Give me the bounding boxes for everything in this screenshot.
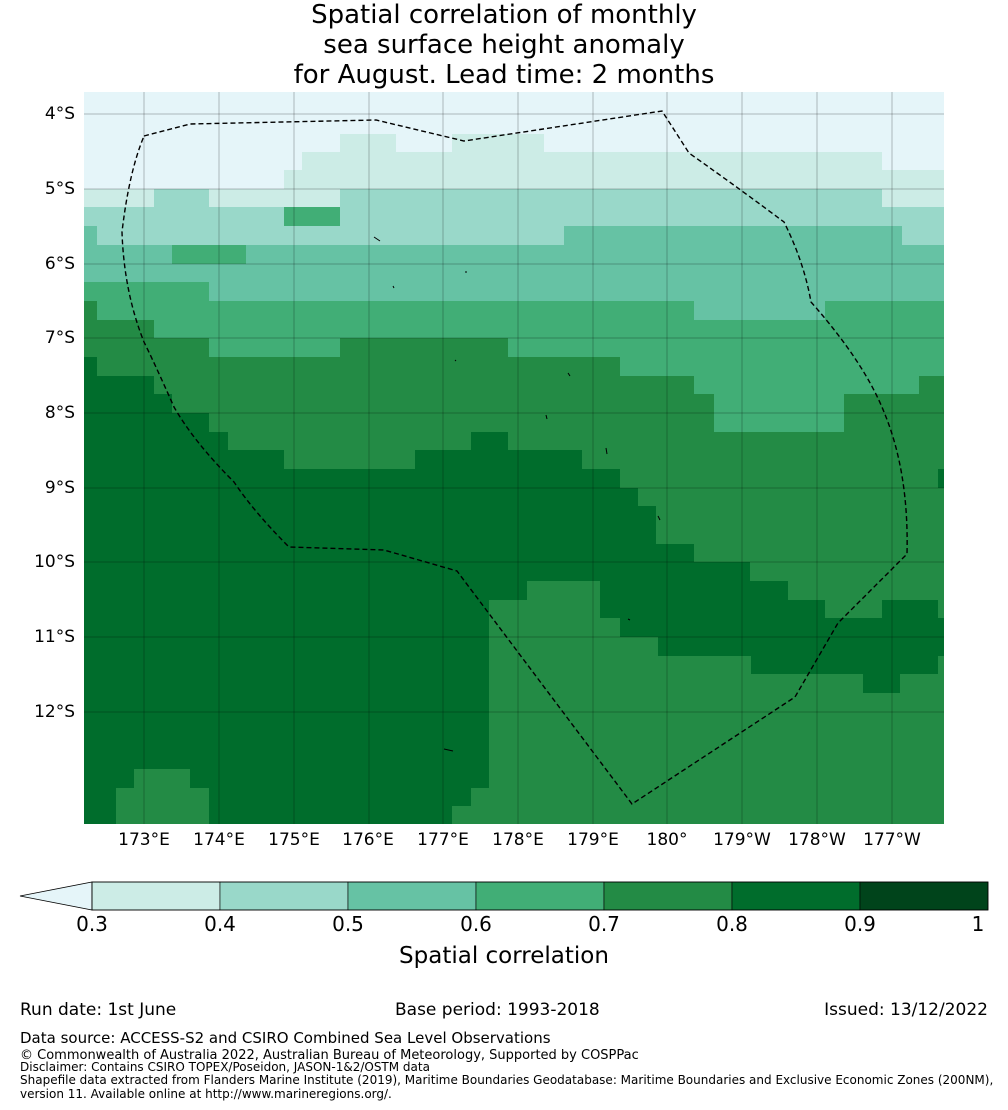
island [443,748,454,752]
data-source: Data source: ACCESS-S2 and CSIRO Combine… [20,1029,551,1047]
islands [373,236,661,752]
island [605,447,608,455]
lon-label-177e: 177°E [417,830,469,850]
map-title-line-1: Spatial correlation of monthly [311,0,697,30]
field-band-0.8-0.9-edge [938,469,944,488]
island [392,285,395,289]
colorbar-segment [859,881,989,911]
correlation-map[interactable] [84,92,944,824]
field-patch-0.7-0.8-bl [116,769,209,824]
colorbar-tick-0.9: 0.9 [844,912,876,936]
lat-label-12s: 12°S [34,702,75,722]
shapefile-credit-line-2: version 11. Available online at http://w… [20,1087,392,1101]
colorbar-tick-0.3: 0.3 [76,912,108,936]
island [454,359,457,362]
lon-label-175e: 175°E [268,830,320,850]
colorbar-tick-0.5: 0.5 [332,912,364,936]
lat-label-4s: 4°S [44,104,75,124]
colorbar-tick-1: 1 [971,912,985,936]
run-date: Run date: 1st June [20,1000,177,1020]
map-gridlines [84,92,944,824]
island [567,372,571,377]
lon-label-177w: 177°W [863,830,921,850]
lat-label-10s: 10°S [34,552,75,572]
colorbar-segment [603,881,733,911]
lon-label-179e: 179°E [567,830,619,850]
lat-label-8s: 8°S [44,403,75,423]
colorbar-segment [91,881,221,911]
field-band-0.4-0.5 [84,134,944,207]
colorbar-segments [91,881,989,911]
colorbar-tick-0.4: 0.4 [204,912,236,936]
colorbar-tick-0.8: 0.8 [716,912,748,936]
disclaimer: Disclaimer: Contains CSIRO TOPEX/Poseido… [20,1060,430,1074]
copyright: © Commonwealth of Australia 2022, Austra… [20,1048,639,1063]
field-band-0.6-0.7-teal [84,226,944,320]
island [657,515,661,521]
colorbar-extend-arrow [19,881,93,911]
lon-label-179w: 179°W [713,830,771,850]
colorbar [19,881,989,911]
eez-boundary [121,110,908,805]
lon-label-173e: 173°E [118,830,170,850]
lon-label-180: 180° [646,830,688,850]
colorbar-tick-0.7: 0.7 [588,912,620,936]
island [545,414,548,420]
field-band-0.8-0.9 [84,357,944,824]
base-period: Base period: 1993-2018 [395,1000,600,1020]
colorbar-label: Spatial correlation [399,943,609,969]
correlation-map-svg [84,92,944,824]
lon-label-178w: 178°W [788,830,846,850]
lat-label-9s: 9°S [44,478,75,498]
lat-label-6s: 6°S [44,254,75,274]
field-patch-0.7-0.8-bc [452,788,489,824]
colorbar-segment [475,881,605,911]
lon-label-176e: 176°E [342,830,394,850]
colorbar-segment [219,881,349,911]
map-title-line-3: for August. Lead time: 2 months [293,60,715,90]
lat-label-11s: 11°S [34,627,75,647]
island [373,236,381,242]
lat-label-7s: 7°S [44,328,75,348]
lon-label-174e: 174°E [193,830,245,850]
colorbar-segment [731,881,861,911]
colorbar-tick-0.6: 0.6 [460,912,492,936]
lon-label-178e: 178°E [492,830,544,850]
issued-date: Issued: 13/12/2022 [824,1000,988,1020]
shapefile-credit-line-1: Shapefile data extracted from Flanders M… [20,1073,994,1087]
lat-label-5s: 5°S [44,179,75,199]
colorbar-segment [347,881,477,911]
map-title-line-2: sea surface height anomaly [323,30,685,60]
colorbar-outline [91,881,989,911]
island [627,618,631,621]
